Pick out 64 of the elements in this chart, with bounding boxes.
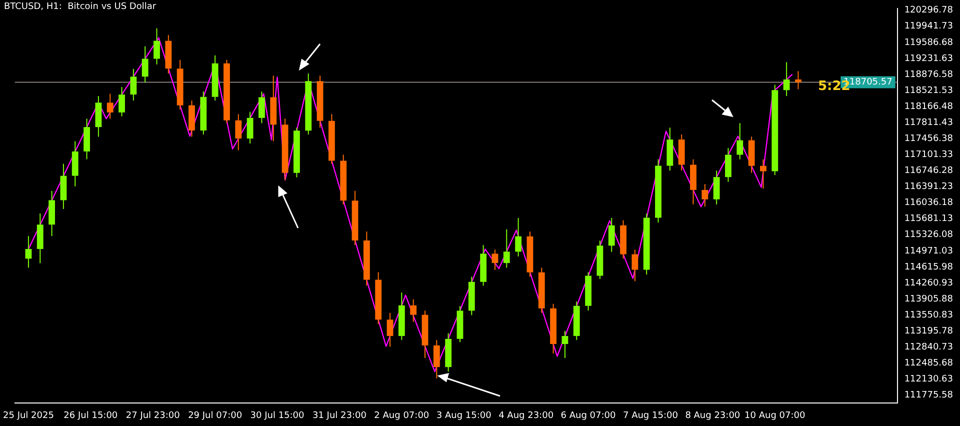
y-tick-label: 112485.68 (904, 358, 954, 369)
x-tick-label: 27 Jul 23:00 (126, 410, 180, 421)
candlestick (632, 249, 638, 282)
y-tick-label: 114971.03 (904, 246, 953, 256)
y-tick-label: 113905.88 (904, 294, 954, 304)
candlestick (142, 46, 148, 83)
candlestick (130, 68, 137, 102)
candlestick (608, 217, 615, 252)
candlestick (25, 236, 32, 268)
candlestick (492, 249, 498, 270)
x-tick-label: 2 Aug 07:00 (374, 410, 430, 421)
candlestick (258, 91, 265, 124)
candlestick (702, 184, 708, 208)
candlestick (725, 147, 732, 182)
candlestick (515, 217, 522, 257)
candlestick (154, 28, 160, 65)
candlestick (433, 339, 440, 379)
candlestick (503, 228, 510, 268)
candlestick (794, 70, 802, 90)
candlestick (106, 93, 114, 120)
y-tick-label: 113550.83 (904, 310, 953, 320)
y-tick-label: 118521.53 (904, 86, 953, 96)
x-tick-label: 10 Aug 07:00 (744, 410, 806, 421)
y-tick-label: 111775.58 (904, 390, 954, 401)
x-tick-label: 26 Jul 15:00 (64, 410, 118, 421)
y-tick-label: 116391.23 (904, 182, 953, 192)
y-tick-label: 118876.58 (904, 70, 954, 80)
y-tick-label: 115326.08 (904, 230, 954, 240)
y-tick-label: 117811.43 (904, 118, 953, 128)
x-tick-label: 8 Aug 23:00 (685, 410, 740, 421)
y-tick-label: 120296.78 (904, 6, 954, 16)
y-tick-label: 118166.48 (904, 102, 954, 112)
candlestick (410, 298, 417, 322)
x-tick-label: 25 Jul 2025 (3, 410, 54, 421)
y-tick-label: 114260.93 (904, 278, 953, 288)
y-tick-label: 112130.63 (904, 374, 953, 385)
candlestick (760, 158, 766, 190)
y-tick-label: 112840.73 (904, 342, 953, 352)
candlestick (386, 312, 394, 348)
x-tick-label: 7 Aug 15:00 (622, 410, 678, 421)
candlestick (783, 62, 790, 97)
x-tick-label: 6 Aug 07:00 (560, 410, 616, 421)
candlestick (736, 122, 744, 160)
candlestick (246, 111, 254, 144)
x-tick-label: 29 Jul 07:00 (188, 410, 242, 421)
x-tick-label: 31 Jul 23:00 (312, 410, 367, 421)
y-tick-label: 114615.98 (904, 262, 954, 272)
y-tick-label: 116036.18 (904, 198, 954, 208)
y-tick-label: 117101.33 (904, 150, 953, 160)
candlestick (562, 330, 568, 359)
y-tick-label: 113195.78 (904, 326, 954, 336)
x-tick-label: 4 Aug 23:00 (498, 410, 554, 421)
y-tick-label: 116746.28 (904, 166, 954, 176)
y-tick-label: 115681.13 (904, 214, 953, 224)
x-tick-label: 30 Jul 15:00 (250, 410, 305, 421)
candlestick (118, 86, 125, 117)
y-tick-label: 117456.38 (904, 134, 954, 144)
y-tick-label: 119231.63 (904, 54, 953, 64)
y-tick-label: 119586.68 (904, 38, 954, 48)
y-tick-label: 119941.73 (904, 22, 953, 32)
x-tick-label: 3 Aug 15:00 (436, 410, 492, 421)
candlestick (235, 114, 242, 151)
chart-title: BTCUSD, H1: Bitcoin vs US Dollar (4, 2, 156, 12)
candlestick (713, 170, 720, 205)
